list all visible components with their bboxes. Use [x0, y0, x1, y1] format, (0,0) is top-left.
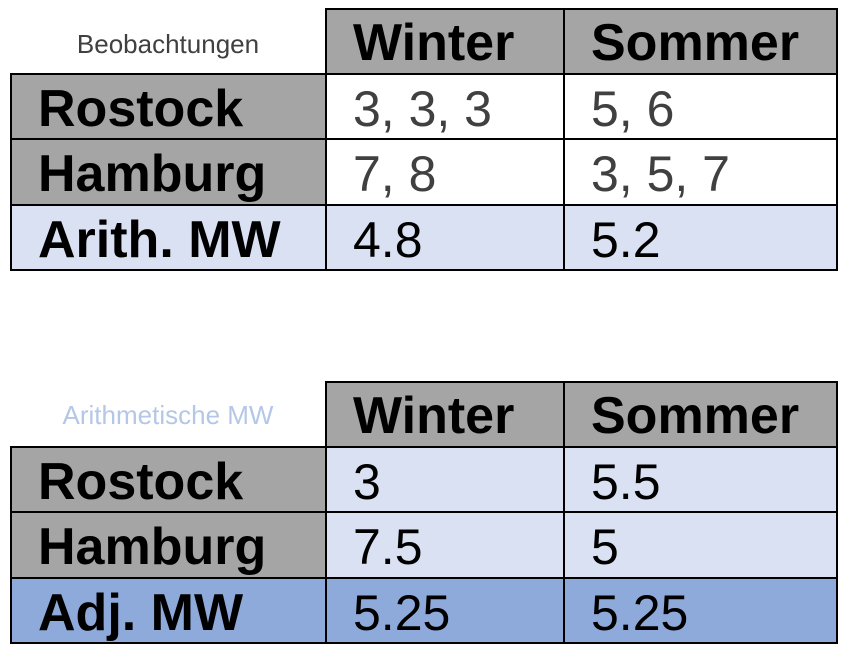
column-header-sommer: Sommer: [563, 381, 838, 448]
cell-rostock-winter: 3: [325, 446, 565, 513]
row-label-hamburg: Hamburg: [10, 138, 327, 206]
cell-rostock-sommer: 5, 6: [563, 73, 838, 140]
cell-rostock-sommer: 5.5: [563, 446, 838, 513]
row-label-adjusted-mean: Adj. MW: [10, 577, 327, 644]
column-header-winter: Winter: [325, 8, 565, 75]
cell-hamburg-sommer: 5: [563, 511, 838, 579]
table-corner-label: Arithmetische MW: [62, 399, 274, 430]
cell-mean-sommer: 5.2: [563, 204, 838, 271]
means-table: Arithmetische MW Winter Sommer Rostock 3…: [0, 374, 846, 644]
observations-table: Beobachtungen Winter Sommer Rostock 3, 3…: [0, 0, 846, 272]
row-label-mean: Arith. MW: [10, 204, 327, 271]
cell-hamburg-sommer: 3, 5, 7: [563, 138, 838, 206]
cell-adjusted-sommer: 5.25: [563, 577, 838, 644]
cell-rostock-winter: 3, 3, 3: [325, 73, 565, 140]
cell-adjusted-winter: 5.25: [325, 577, 565, 644]
row-label-rostock: Rostock: [10, 73, 327, 140]
table-corner-label: Beobachtungen: [76, 28, 260, 59]
column-header-winter: Winter: [325, 381, 565, 448]
cell-hamburg-winter: 7, 8: [325, 138, 565, 206]
row-label-rostock: Rostock: [10, 446, 327, 513]
cell-mean-winter: 4.8: [325, 204, 565, 271]
row-label-hamburg: Hamburg: [10, 511, 327, 579]
cell-hamburg-winter: 7.5: [325, 511, 565, 579]
column-header-sommer: Sommer: [563, 8, 838, 75]
